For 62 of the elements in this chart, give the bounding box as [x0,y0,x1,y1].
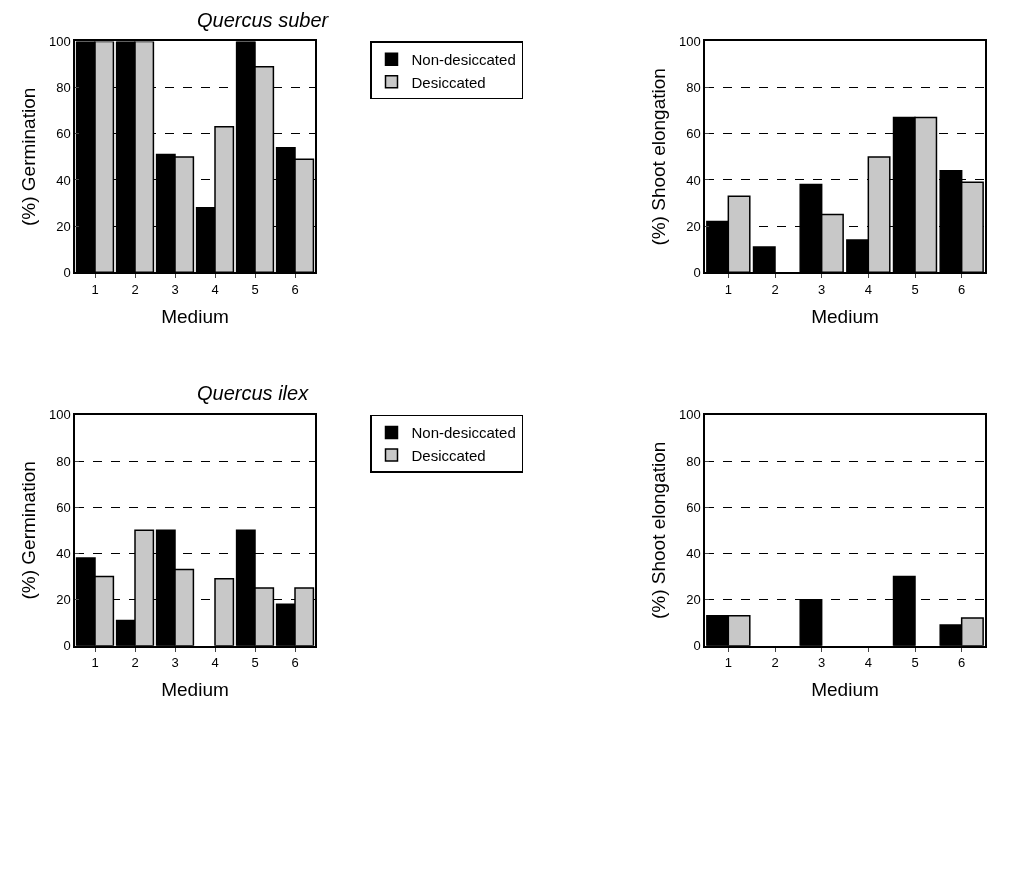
y-tick-label: 80 [56,453,71,469]
x-tick-label: 5 [911,281,919,297]
y-tick-label: 100 [48,33,71,49]
y-tick-label: 80 [686,80,701,96]
x-axis-title: Medium [161,306,229,328]
y-tick-label: 20 [56,218,71,234]
y-tick-label: 40 [686,172,701,188]
y-tick-label: 40 [56,545,71,561]
y-tick-label: 20 [56,592,71,608]
x-tick-label: 4 [211,655,219,671]
x-tick-label: 6 [958,655,966,671]
x-tick-label: 3 [171,655,179,671]
y-tick-label: 100 [678,407,701,423]
x-tick-label: 5 [251,655,259,671]
y-tick-label: 60 [686,499,701,515]
x-tick-label: 3 [818,655,826,671]
x-tick-label: 2 [131,655,139,671]
y-tick-label: 80 [686,453,701,469]
y-tick-label: 100 [678,33,701,49]
y-axis-title: (%) Germination [18,461,40,600]
x-axis-title: Medium [161,679,229,701]
x-tick-label: 5 [251,281,259,297]
y-tick-label: 40 [686,545,701,561]
legend-label: Desiccated [411,73,486,91]
x-tick-label: 1 [91,655,99,671]
y-tick-label: 60 [686,126,701,142]
y-tick-label: 0 [63,638,71,654]
y-axis-title: (%) Germination [18,87,40,227]
x-tick-label: 4 [864,655,872,671]
y-tick-label: 20 [686,218,701,234]
x-tick-label: 6 [291,655,299,671]
x-tick-label: 5 [911,655,919,671]
x-tick-label: 3 [171,281,179,297]
x-tick-label: 6 [958,281,966,297]
x-axis-title: Medium [811,306,879,328]
y-tick-label: 60 [56,499,71,515]
chart-title: Quercus ilex [197,382,310,404]
y-tick-label: 0 [693,638,701,654]
y-axis-title: (%) Shoot elongation [648,68,670,246]
x-tick-label: 3 [818,281,826,297]
y-tick-label: 20 [686,592,701,608]
y-tick-label: 100 [48,407,71,423]
x-tick-label: 4 [211,281,219,297]
x-tick-label: 2 [771,655,779,671]
y-tick-label: 60 [56,126,71,142]
x-tick-label: 2 [131,281,139,297]
chart-title: Quercus suber [197,9,330,31]
y-tick-label: 80 [56,80,71,96]
y-tick-label: 0 [693,264,701,280]
x-tick-label: 1 [724,655,732,671]
y-axis-title: (%) Shoot elongation [648,441,670,620]
x-tick-label: 1 [91,281,99,297]
legend-label: Non-desiccated [411,424,516,442]
x-axis-title: Medium [811,679,879,701]
x-tick-label: 1 [724,281,732,297]
x-tick-label: 2 [771,281,779,297]
y-tick-label: 0 [63,264,71,280]
legend-label: Desiccated [411,446,486,464]
legend-label: Non-desiccated [411,51,516,68]
y-tick-label: 40 [56,172,71,188]
x-tick-label: 6 [291,281,299,297]
x-tick-label: 4 [864,281,872,297]
